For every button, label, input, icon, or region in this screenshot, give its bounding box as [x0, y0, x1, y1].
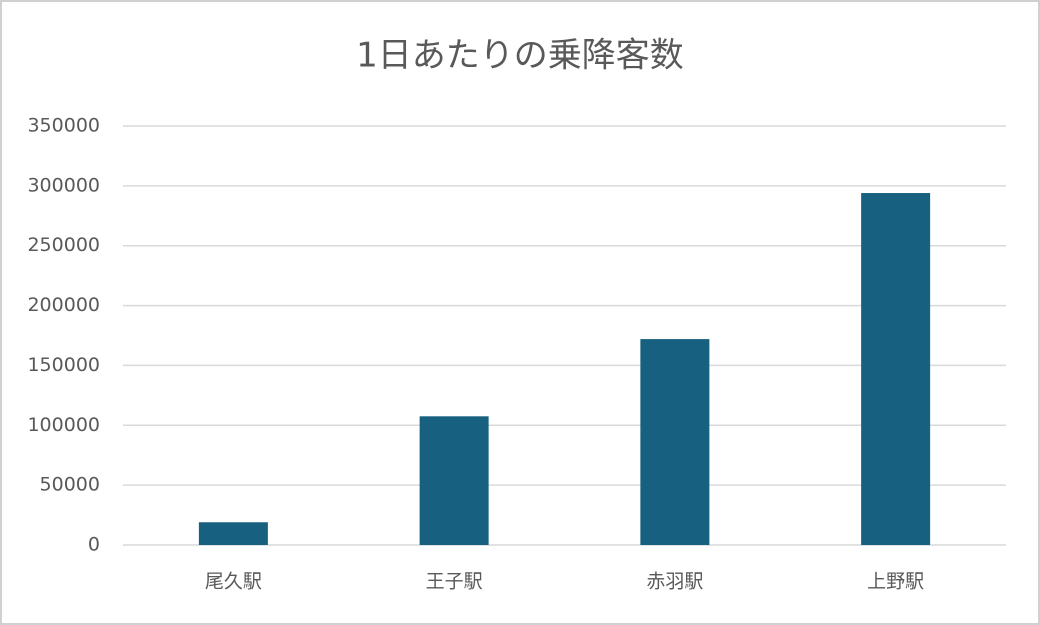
y-tick-label: 350000: [27, 115, 100, 137]
bar: [640, 339, 710, 545]
bar: [198, 522, 268, 545]
x-tick-label: 尾久駅: [205, 571, 262, 593]
bar: [419, 416, 489, 545]
x-tick-label: 上野駅: [867, 571, 924, 593]
y-tick-label: 50000: [40, 474, 100, 496]
x-tick-label: 赤羽駅: [646, 571, 703, 593]
y-tick-label: 0: [88, 534, 100, 556]
y-tick-label: 100000: [27, 414, 100, 436]
y-tick-label: 250000: [27, 234, 100, 256]
y-tick-label: 300000: [27, 174, 100, 196]
x-tick-label: 王子駅: [426, 571, 483, 593]
y-tick-label: 150000: [27, 354, 100, 376]
bar: [861, 193, 931, 546]
chart-title: 1日あたりの乗降客数: [356, 36, 684, 76]
y-tick-label: 200000: [27, 294, 100, 316]
